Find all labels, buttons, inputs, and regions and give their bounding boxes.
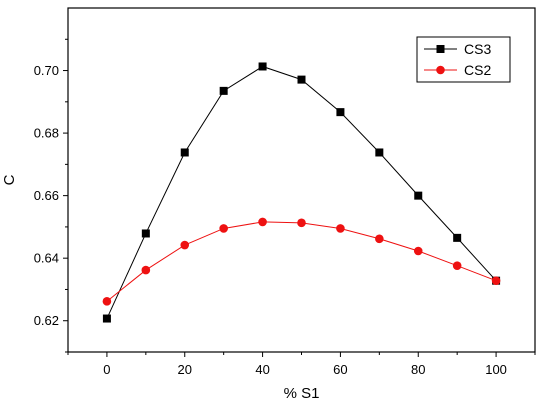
y-tick-label: 0.62 (34, 313, 59, 328)
data-point (180, 240, 190, 250)
data-point (258, 217, 267, 227)
legend-label: CS2 (464, 62, 491, 78)
legend-item: CS3 (424, 41, 491, 57)
data-point (375, 148, 384, 157)
data-point (297, 75, 306, 84)
data-point (491, 276, 501, 285)
data-point (141, 229, 150, 238)
legend-item: CS2 (424, 62, 491, 78)
x-tick-label: 40 (255, 362, 269, 377)
data-point (297, 218, 306, 228)
legend-marker (436, 65, 445, 75)
data-point (180, 148, 189, 157)
series-cs3 (102, 62, 501, 323)
x-axis-title: % S1 (284, 385, 320, 402)
data-point (141, 265, 151, 275)
y-tick-label: 0.70 (34, 63, 59, 78)
legend-marker (436, 45, 445, 53)
data-point (219, 86, 228, 95)
x-tick-label: 20 (178, 362, 192, 377)
legend-box (416, 36, 511, 83)
legend-label: CS3 (464, 41, 491, 57)
x-axis-ticks: 0 20 40 60 80 100 (67, 352, 536, 377)
data-point (102, 314, 111, 323)
x-tick-label: 60 (333, 362, 347, 377)
x-tick-label: 0 (103, 362, 110, 377)
data-point (414, 191, 423, 200)
x-tick-label: 80 (411, 362, 425, 377)
data-point (375, 234, 384, 244)
series-layer (102, 62, 501, 323)
y-axis-ticks: 0.62 0.64 0.66 0.68 0.70 (34, 38, 68, 353)
data-point (413, 246, 423, 256)
series-cs2 (102, 217, 501, 306)
series-line (106, 221, 497, 302)
data-point (102, 297, 112, 306)
y-tick-label: 0.64 (34, 251, 59, 266)
y-tick-label: 0.68 (34, 126, 59, 141)
x-tick-label: 100 (485, 362, 507, 377)
data-point (452, 261, 462, 270)
data-point (258, 62, 267, 71)
y-axis-title: C (1, 174, 18, 185)
data-point (336, 224, 345, 233)
data-point (336, 108, 345, 117)
y-tick-label: 0.66 (34, 188, 59, 203)
data-point (453, 233, 462, 242)
data-point (219, 224, 228, 233)
series-line (106, 65, 497, 319)
